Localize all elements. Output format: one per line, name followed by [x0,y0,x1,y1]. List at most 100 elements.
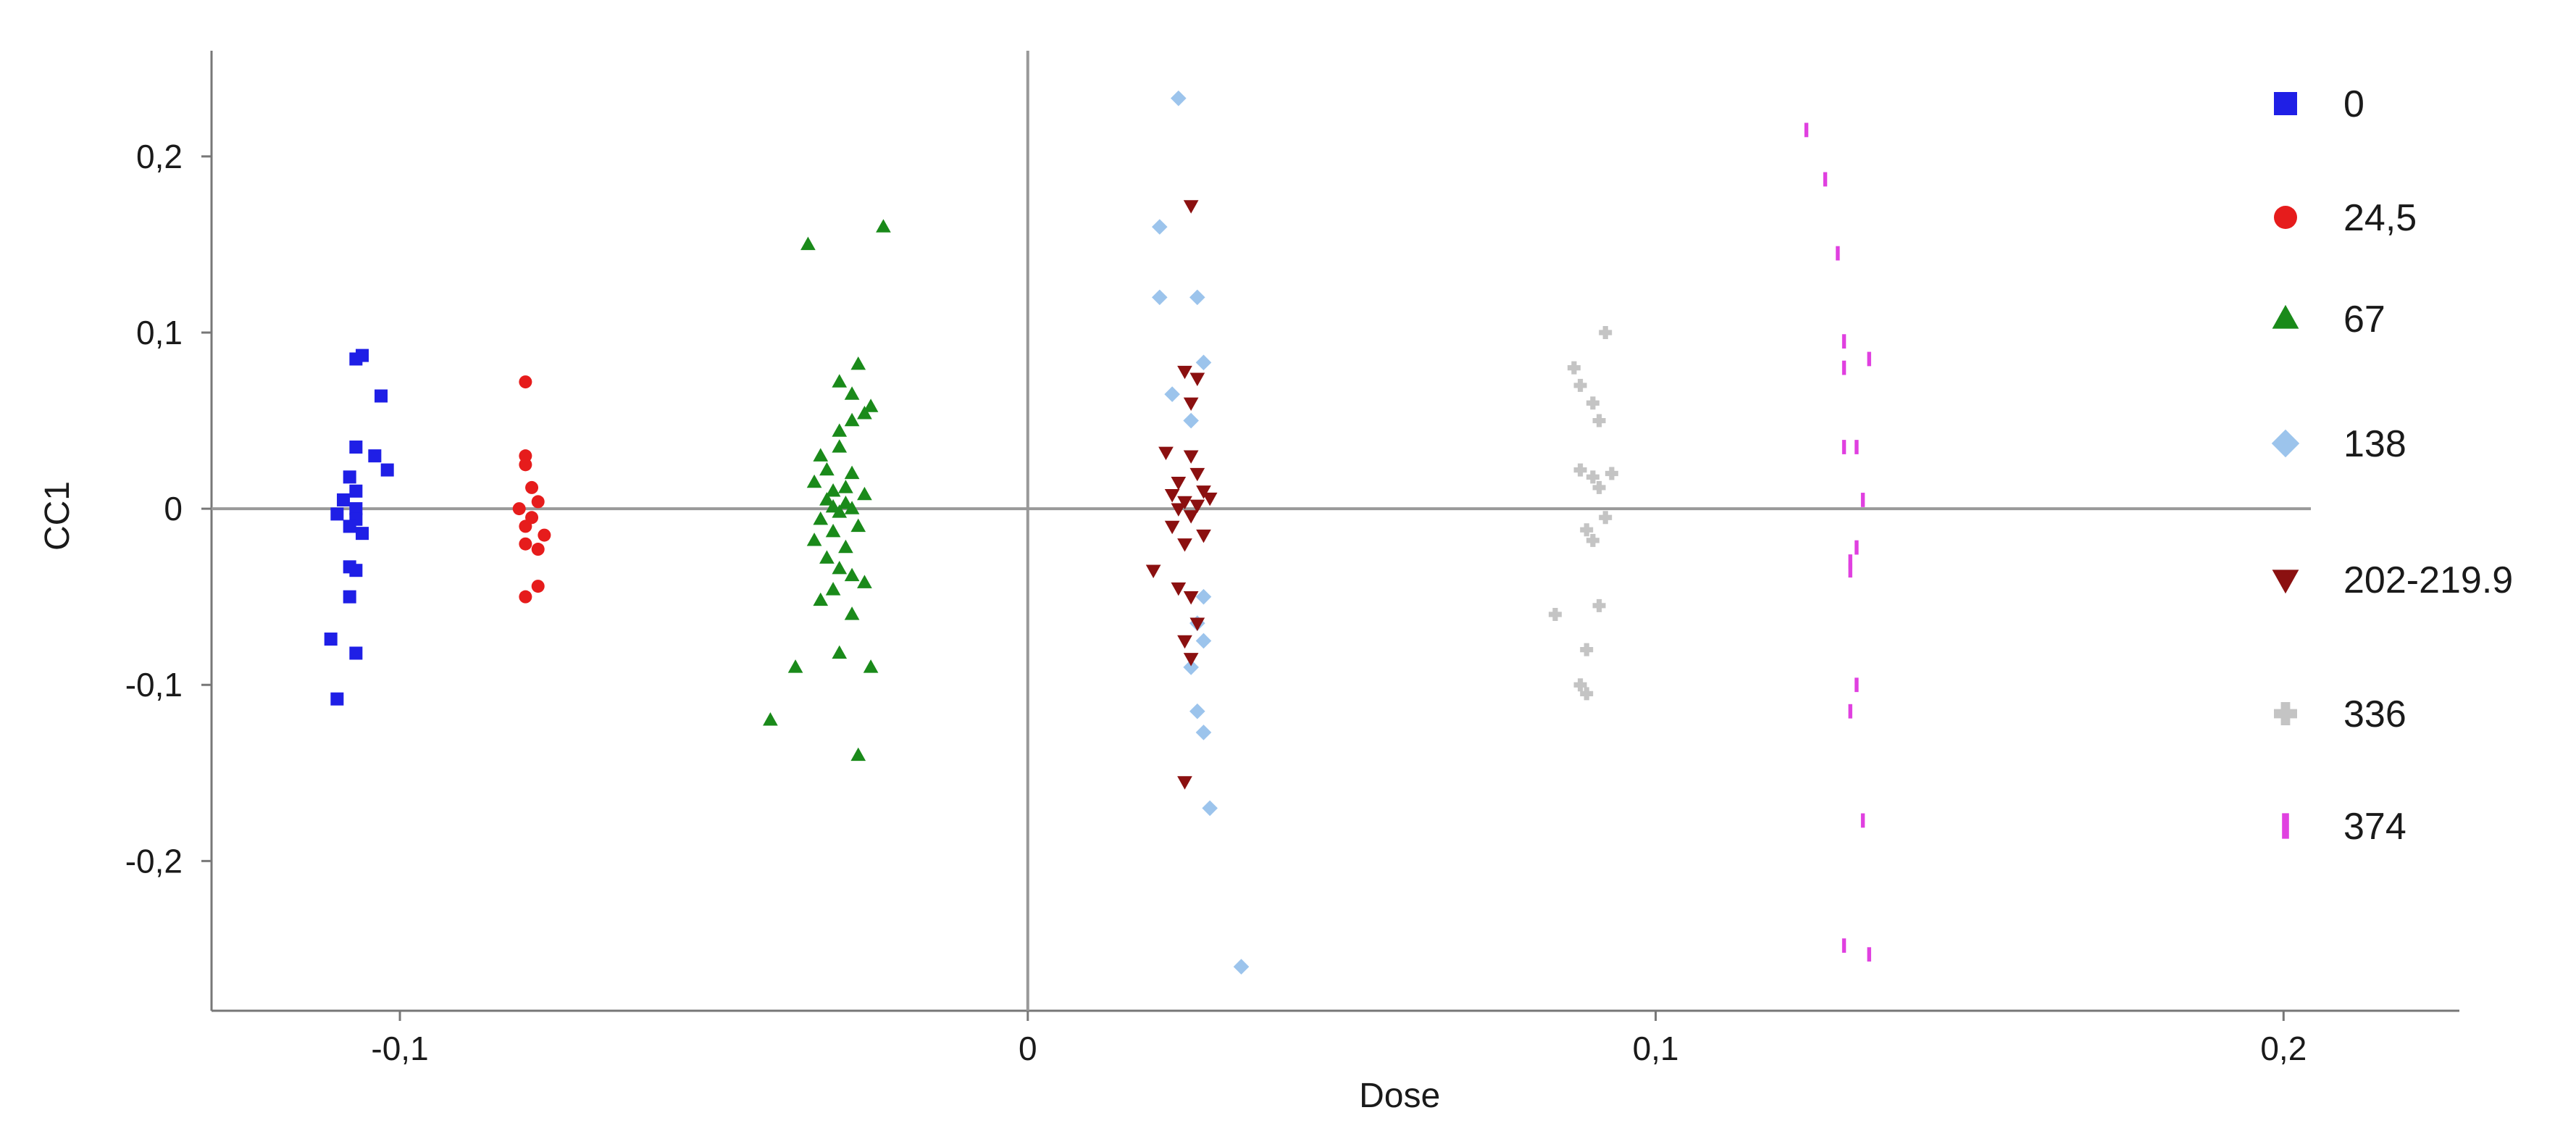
data-point [1202,800,1218,817]
data-point [1189,703,1205,719]
data-point [538,528,551,542]
data-point [531,495,545,509]
legend-label: 374 [2343,806,2406,848]
legend-marker [2274,92,2297,115]
series-6-points [1548,325,1618,701]
legend-marker [2272,304,2299,329]
data-point [349,502,363,516]
data-point [819,462,835,476]
data-point [819,492,835,506]
data-point [1183,659,1199,675]
data-point [519,375,532,389]
x-tick-label: 0,1 [1633,1030,1679,1067]
data-point [1573,463,1587,477]
data-point [330,507,344,521]
data-point [825,523,841,538]
data-point [1586,533,1599,547]
data-point [857,575,872,588]
y-tick-label: 0 [164,490,183,527]
legend-item: 336 [2274,693,2406,735]
data-point [1177,635,1192,649]
data-point [832,645,848,659]
x-tick-label: 0 [1019,1030,1037,1067]
data-point [832,374,848,388]
data-point [813,511,829,525]
data-point [813,592,829,606]
data-point [844,606,860,620]
data-point [1164,386,1180,402]
legend-marker [2274,206,2297,229]
data-point [1586,396,1599,410]
legend-label: 336 [2343,693,2406,735]
series-4-points [1152,90,1250,975]
data-point [343,470,356,484]
x-ticks: -0,1 0 0,1 0,2 [371,1011,2307,1067]
x-tick-label: 0,2 [2260,1030,2307,1067]
data-point [1183,397,1199,412]
data-point [819,550,835,564]
data-point [844,567,860,582]
legend-marker [2271,429,2300,458]
data-point [850,747,866,762]
series-7-points [1804,122,1871,962]
data-point [1195,725,1212,740]
legend-item: 24,5 [2274,197,2417,239]
data-point [337,493,351,506]
data-point [844,501,860,514]
y-axis-title: CC1 [38,481,77,551]
data-point [1196,485,1211,499]
data-point [850,356,866,370]
legend-item: 0 [2274,83,2364,125]
legend-marker [2274,702,2297,725]
data-point [1189,372,1205,387]
data-point [1573,678,1587,692]
data-point [876,219,891,233]
data-point [368,449,382,463]
y-tick-label: -0,1 [125,666,183,704]
data-point [1183,653,1199,667]
data-point [1171,503,1187,517]
data-point [1189,617,1205,631]
data-point [1152,219,1168,235]
data-point [519,537,532,551]
data-point [519,590,532,604]
data-point [324,633,338,646]
data-point [349,441,363,454]
legend-label: 24,5 [2343,197,2417,239]
data-point [1580,523,1594,537]
legend-item: 138 [2271,423,2406,465]
data-point [1145,564,1161,579]
data-point [1195,633,1212,649]
data-point [1189,289,1205,306]
legend-label: 0 [2343,83,2364,125]
x-axis-title: Dose [1359,1077,1440,1115]
legend-item: 67 [2272,299,2385,341]
data-point [519,458,532,472]
data-point [349,484,363,498]
data-point [825,582,841,596]
legend-label: 202-219.9 [2343,559,2513,601]
data-point [787,659,803,673]
data-point [1152,289,1168,306]
data-point [519,520,532,533]
data-point [832,423,848,437]
legend-marker [2272,570,2299,594]
data-point [1183,412,1199,429]
data-point [1164,489,1180,503]
series-3-points [763,219,891,762]
data-point [1573,378,1587,392]
data-point [844,386,860,400]
data-point [1196,529,1211,543]
data-points [324,90,1871,975]
data-point [525,480,539,494]
data-point [806,474,822,488]
data-point [1592,598,1606,612]
data-point [1171,582,1187,596]
data-point [343,590,356,604]
data-point [850,518,866,533]
data-point [763,712,778,726]
data-point [863,399,879,412]
data-point [1189,499,1205,514]
data-point [356,527,369,541]
data-point [832,504,848,518]
